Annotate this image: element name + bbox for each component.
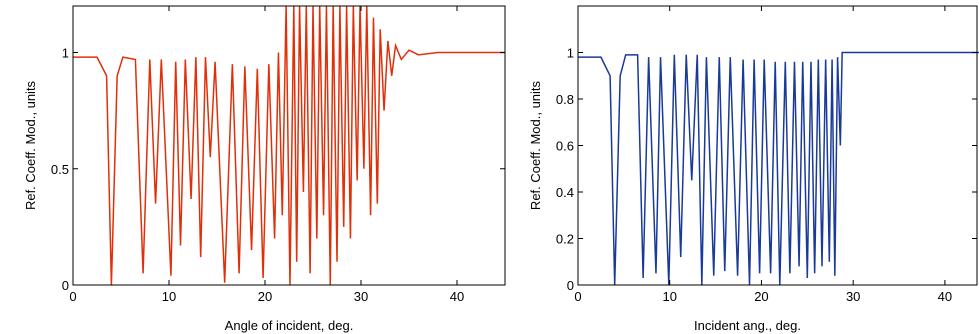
data-line bbox=[578, 51, 979, 286]
x-axis-label: Angle of incident, deg. bbox=[225, 318, 354, 333]
x-tick-label: 0 bbox=[69, 289, 76, 304]
y-axis-label: Ref. Coeff. Mod., units bbox=[528, 80, 543, 210]
data-line bbox=[73, 5, 505, 286]
x-tick-label: 20 bbox=[258, 289, 272, 304]
x-tick-label: 10 bbox=[162, 289, 176, 304]
y-tick-label: 0.2 bbox=[556, 232, 574, 247]
x-tick-label: 40 bbox=[938, 289, 952, 304]
y-tick-label: 0 bbox=[62, 278, 69, 293]
x-tick-label: 20 bbox=[754, 289, 768, 304]
y-tick-label: 0.4 bbox=[556, 185, 574, 200]
x-tick-label: 0 bbox=[574, 289, 581, 304]
x-tick-label: 30 bbox=[354, 289, 368, 304]
y-axis-label: Ref. Coeff. Mod., units bbox=[23, 80, 38, 210]
plot-frame bbox=[72, 5, 506, 286]
y-tick-label: 1 bbox=[567, 46, 574, 61]
y-tick-label: 0.5 bbox=[51, 162, 69, 177]
y-tick-label: 0 bbox=[567, 278, 574, 293]
y-tick-label: 1 bbox=[62, 46, 69, 61]
x-tick-label: 40 bbox=[450, 289, 464, 304]
x-tick-label: 30 bbox=[846, 289, 860, 304]
x-axis-label: Incident ang., deg. bbox=[694, 318, 801, 333]
x-tick-label: 10 bbox=[662, 289, 676, 304]
y-tick-label: 0.8 bbox=[556, 92, 574, 107]
y-tick-label: 0.6 bbox=[556, 139, 574, 154]
